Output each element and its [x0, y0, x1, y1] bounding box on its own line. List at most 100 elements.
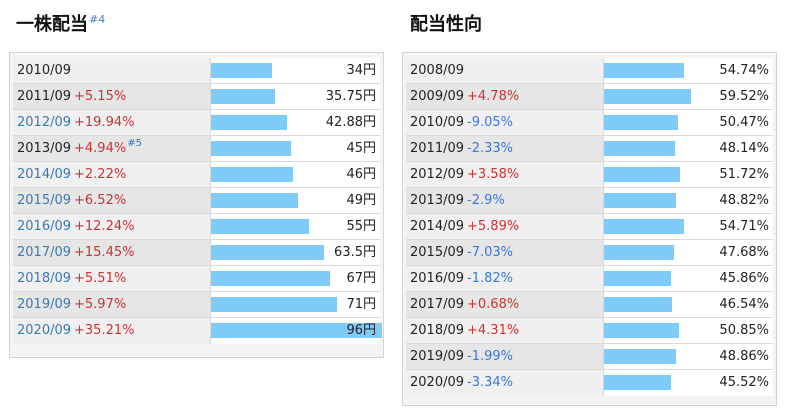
value-bar	[211, 167, 293, 182]
value-text: 45.52%	[719, 375, 769, 390]
value-text: 48.14%	[719, 141, 769, 156]
bar-cell: 46.54%	[604, 292, 773, 317]
value-text: 50.85%	[719, 323, 769, 338]
bar-cell: 54.74%	[604, 58, 773, 83]
table-row: 2013/09 -2.9% 48.82%	[406, 188, 773, 214]
value-text: 67円	[346, 271, 376, 286]
bar-cell: 55円	[211, 214, 380, 239]
row-label: 2017/09 +0.68%	[406, 292, 604, 317]
value-text: 46円	[346, 167, 376, 182]
bar-cell: 54.71%	[604, 214, 773, 239]
year-link[interactable]: 2014/09	[17, 167, 72, 182]
table-row: 2016/09 +12.24% 55円	[13, 214, 380, 240]
change-percent: -7.03%	[467, 245, 514, 260]
year-label: 2011/09	[17, 89, 72, 104]
year-label: 2017/09	[410, 297, 465, 312]
table-row: 2019/09 -1.99% 48.86%	[406, 344, 773, 370]
bar-cell: 45.52%	[604, 370, 773, 396]
year-label: 2009/09	[410, 89, 465, 104]
change-percent: +2.22%	[74, 167, 127, 182]
change-percent: +5.51%	[74, 271, 127, 286]
year-link[interactable]: 2016/09	[17, 219, 72, 234]
bar-cell: 48.86%	[604, 344, 773, 369]
change-percent: -1.99%	[467, 349, 514, 364]
table-row: 2016/09 -1.82% 45.86%	[406, 266, 773, 292]
row-label: 2011/09 +5.15%	[13, 84, 211, 109]
row-label: 2014/09 +5.89%	[406, 214, 604, 239]
value-bar	[604, 167, 681, 182]
change-percent: +6.52%	[74, 193, 127, 208]
value-bar	[604, 297, 673, 312]
value-bar	[211, 323, 382, 338]
value-bar	[211, 63, 272, 78]
value-text: 34円	[346, 63, 376, 78]
change-percent: +3.58%	[467, 167, 520, 182]
value-bar	[211, 245, 325, 260]
dividend-panel-title: 一株配当#4	[16, 10, 105, 36]
change-percent: +4.78%	[467, 89, 520, 104]
table-row: 2015/09 +6.52% 49円	[13, 188, 380, 214]
change-percent: +35.21%	[74, 323, 135, 338]
table-row: 2011/09 -2.33% 48.14%	[406, 136, 773, 162]
bar-cell: 96円	[211, 318, 382, 344]
value-text: 51.72%	[719, 167, 769, 182]
year-label: 2014/09	[410, 219, 465, 234]
year-label: 2008/09	[410, 63, 465, 78]
value-text: 48.82%	[719, 193, 769, 208]
year-label: 2020/09	[410, 375, 465, 390]
dividend-table: 2010/09 34円 2011/09 +5.15% 35.75円 2012/09 +19.…	[9, 52, 384, 358]
year-link[interactable]: 2012/09	[17, 115, 72, 130]
value-bar	[211, 271, 331, 286]
table-row: 2010/09 34円	[13, 58, 380, 84]
bar-cell: 34円	[211, 58, 380, 83]
table-row: 2020/09 +35.21% 96円	[13, 318, 382, 344]
row-label: 2010/09 -9.05%	[406, 110, 604, 135]
year-label: 2018/09	[410, 323, 465, 338]
year-label: 2012/09	[410, 167, 465, 182]
year-label: 2013/09	[17, 141, 72, 156]
bar-cell: 47.68%	[604, 240, 773, 265]
table-row: 2013/09 +4.94%#5 45円	[13, 136, 380, 162]
table-row: 2014/09 +2.22% 46円	[13, 162, 380, 188]
year-label: 2016/09	[410, 271, 465, 286]
bar-cell: 45.86%	[604, 266, 773, 291]
row-label: 2013/09 -2.9%	[406, 188, 604, 213]
year-label: 2011/09	[410, 141, 465, 156]
footnote-link[interactable]: #5	[127, 138, 142, 149]
change-percent: -1.82%	[467, 271, 514, 286]
payout-table: 2008/09 54.74% 2009/09 +4.78% 59.52% 2010/09-…	[402, 52, 777, 406]
value-bar	[211, 89, 275, 104]
bar-cell: 42.88円	[211, 110, 380, 135]
payout-title-text: 配当性向	[410, 14, 482, 35]
row-label: 2020/09 -3.34%	[406, 370, 604, 396]
year-link[interactable]: 2015/09	[17, 193, 72, 208]
row-label: 2018/09 +5.51%	[13, 266, 211, 291]
bar-cell: 71円	[211, 292, 380, 317]
value-text: 45.86%	[719, 271, 769, 286]
year-label: 2010/09	[17, 63, 72, 78]
change-percent: +5.89%	[467, 219, 520, 234]
table-row: 2018/09 +4.31% 50.85%	[406, 318, 773, 344]
bar-cell: 48.82%	[604, 188, 773, 213]
value-text: 55円	[346, 219, 376, 234]
year-link[interactable]: 2020/09	[17, 323, 72, 338]
table-row: 2019/09 +5.97% 71円	[13, 292, 380, 318]
value-text: 59.52%	[719, 89, 769, 104]
value-text: 47.68%	[719, 245, 769, 260]
value-bar	[604, 115, 679, 130]
year-link[interactable]: 2018/09	[17, 271, 72, 286]
row-label: 2015/09 +6.52%	[13, 188, 211, 213]
value-bar	[604, 271, 672, 286]
change-percent: +5.97%	[74, 297, 127, 312]
value-bar	[211, 115, 288, 130]
year-link[interactable]: 2017/09	[17, 245, 72, 260]
year-link[interactable]: 2019/09	[17, 297, 72, 312]
value-bar	[604, 63, 685, 78]
value-text: 71円	[346, 297, 376, 312]
value-bar	[604, 323, 679, 338]
table-row: 2009/09 +4.78% 59.52%	[406, 84, 773, 110]
row-label: 2010/09	[13, 58, 211, 83]
value-bar	[604, 219, 685, 234]
value-text: 63.5円	[334, 245, 376, 260]
dividend-title-note-link[interactable]: #4	[89, 13, 106, 26]
